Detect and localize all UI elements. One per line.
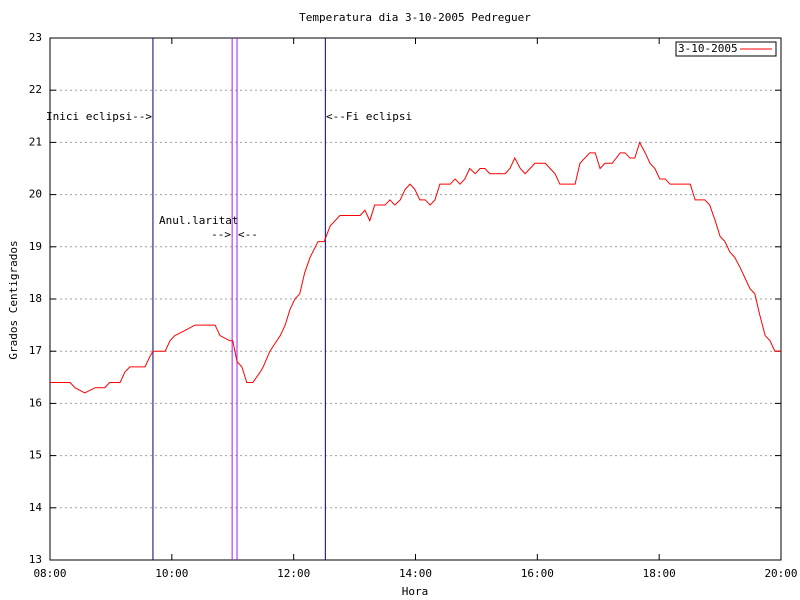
y-axis-label: Grados Centigrados — [7, 240, 20, 359]
y-tick-label: 21 — [29, 135, 42, 148]
x-tick-label: 20:00 — [764, 567, 797, 580]
annotation: <--Fi eclipsi — [326, 110, 412, 123]
x-tick-label: 16:00 — [521, 567, 554, 580]
chart-title: Temperatura dia 3-10-2005 Pedreguer — [299, 11, 531, 24]
annotation: Inici eclipsi--> — [46, 110, 152, 123]
y-tick-label: 20 — [29, 188, 42, 201]
legend-box — [675, 41, 777, 57]
y-tick-label: 18 — [29, 292, 42, 305]
x-tick-label: 18:00 — [643, 567, 676, 580]
y-tick-label: 19 — [29, 240, 42, 253]
y-tick-label: 17 — [29, 344, 42, 357]
y-tick-label: 15 — [29, 449, 42, 462]
y-tick-label: 16 — [29, 396, 42, 409]
plot-frame — [49, 37, 782, 561]
annotation: --> — [211, 228, 231, 241]
x-tick-label: 10:00 — [155, 567, 188, 580]
series-line — [50, 141, 781, 394]
x-tick-label: 12:00 — [277, 567, 310, 580]
legend-label: 3-10-2005 — [678, 42, 738, 55]
x-tick-label: 14:00 — [399, 567, 432, 580]
y-tick-label: 23 — [29, 31, 42, 44]
y-tick-label: 22 — [29, 83, 42, 96]
y-tick-label: 13 — [29, 553, 42, 566]
annotation: Anul.laritat — [159, 214, 238, 227]
annotation: <-- — [238, 228, 258, 241]
x-axis-label: Hora — [402, 585, 429, 598]
y-tick-label: 14 — [29, 501, 43, 514]
x-tick-label: 08:00 — [33, 567, 66, 580]
